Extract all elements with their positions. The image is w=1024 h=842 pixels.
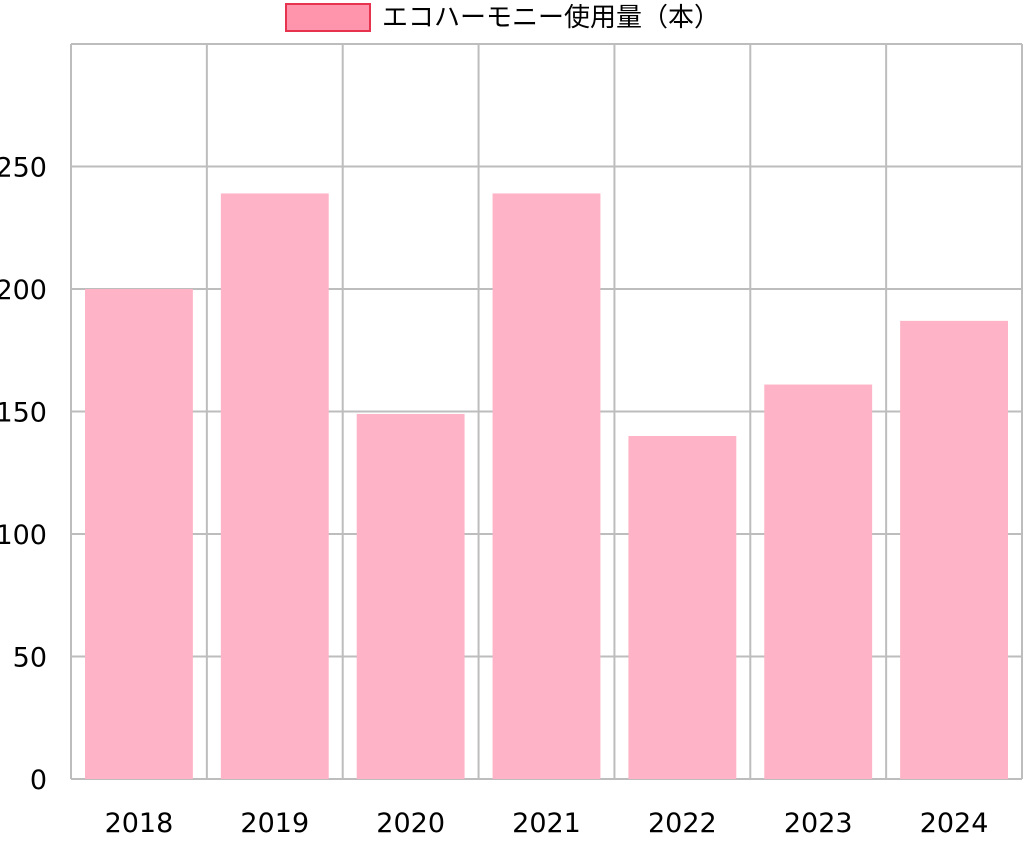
x-tick-label: 2021 <box>512 808 581 839</box>
x-tick-label: 2024 <box>920 808 989 839</box>
legend: エコハーモニー使用量（本） <box>285 3 720 33</box>
bar-2019 <box>220 193 329 779</box>
bar-2023 <box>764 384 873 779</box>
y-tick-label: 50 <box>13 643 47 674</box>
y-tick-label: 250 <box>0 153 47 184</box>
bar-2024 <box>900 320 1008 779</box>
bars <box>85 193 1008 779</box>
x-tick-label: 2018 <box>105 808 174 839</box>
bar-2022 <box>628 436 737 779</box>
y-axis-ticks: 0 50 100 150 200 250 <box>0 153 47 797</box>
x-axis-ticks: 2018 2019 2020 2021 2022 2023 2024 <box>105 808 989 839</box>
y-tick-label: 0 <box>30 765 47 796</box>
legend-swatch <box>285 3 371 32</box>
y-tick-label: 200 <box>0 275 47 306</box>
y-tick-label: 100 <box>0 520 47 551</box>
bar-2020 <box>356 413 465 779</box>
bar-2018 <box>85 289 193 779</box>
x-tick-label: 2022 <box>648 808 717 839</box>
bar-2021 <box>492 193 601 779</box>
x-tick-label: 2023 <box>784 808 853 839</box>
y-tick-label: 150 <box>0 398 47 429</box>
x-tick-label: 2019 <box>240 808 309 839</box>
x-tick-label: 2020 <box>376 808 445 839</box>
legend-label: エコハーモニー使用量（本） <box>382 3 720 33</box>
